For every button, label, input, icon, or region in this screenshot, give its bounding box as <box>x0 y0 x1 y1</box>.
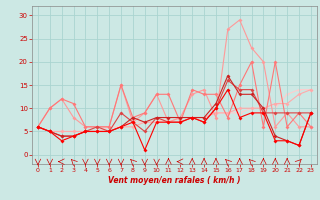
X-axis label: Vent moyen/en rafales ( km/h ): Vent moyen/en rafales ( km/h ) <box>108 176 241 185</box>
